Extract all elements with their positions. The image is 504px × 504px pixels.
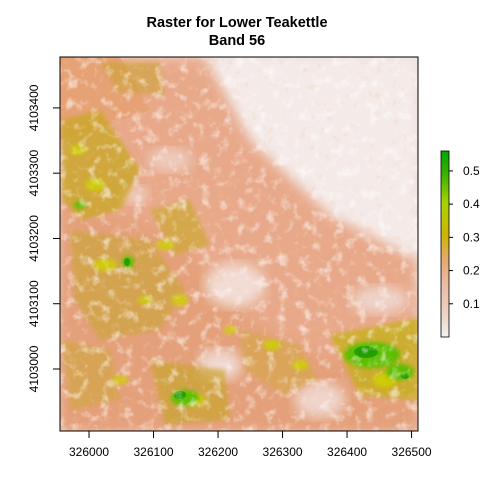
x-tick-label: 326200 xyxy=(198,445,238,459)
y-tick-label: 4103300 xyxy=(27,149,41,196)
x-axis: 326000 326100 326200 326300 326400 326500 xyxy=(69,431,432,459)
colorbar-tick-label: 0.3 xyxy=(463,230,480,244)
x-tick-label: 326100 xyxy=(134,445,174,459)
chart-subtitle: Band 56 xyxy=(209,33,265,49)
colorbar xyxy=(440,150,450,338)
y-tick-label: 4103400 xyxy=(27,84,41,131)
raster-image xyxy=(60,57,418,431)
x-tick-label: 326400 xyxy=(327,445,367,459)
x-tick-label: 326300 xyxy=(263,445,303,459)
colorbar-axis: 0.1 0.2 0.3 0.4 0.5 xyxy=(449,164,480,311)
colorbar-tick-label: 0.2 xyxy=(463,264,480,278)
y-axis: 4103000 4103100 4103200 4103300 4103400 xyxy=(27,84,60,392)
colorbar-tick-label: 0.4 xyxy=(463,197,480,211)
y-tick-label: 4103200 xyxy=(27,215,41,262)
x-tick-label: 326000 xyxy=(69,445,109,459)
colorbar-tick-label: 0.1 xyxy=(463,297,480,311)
y-tick-label: 4103000 xyxy=(27,345,41,392)
plot-frame xyxy=(59,56,419,432)
chart-title: Raster for Lower Teakettle xyxy=(146,15,327,31)
x-tick-label: 326500 xyxy=(392,445,432,459)
y-tick-label: 4103100 xyxy=(27,280,41,327)
colorbar-tick-label: 0.5 xyxy=(463,164,480,178)
